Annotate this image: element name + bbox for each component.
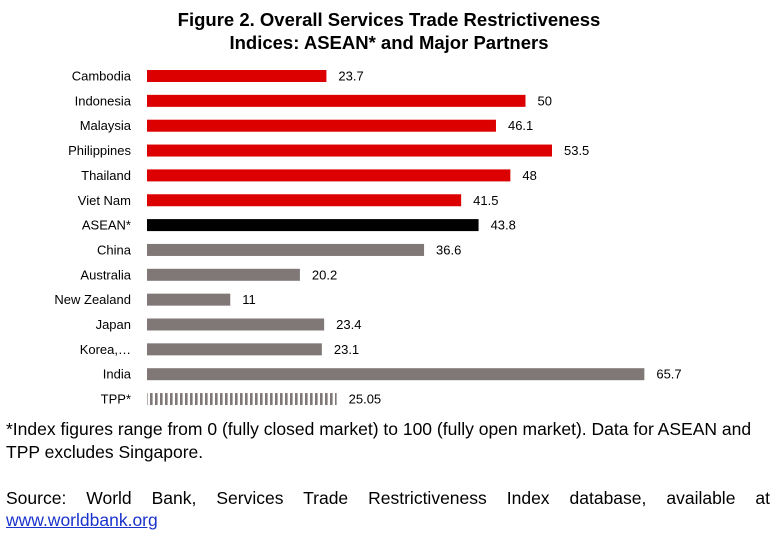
category-label-indonesia: Indonesia — [75, 93, 132, 108]
source-text: Source: World Bank, Services Trade Restr… — [6, 488, 770, 508]
bar-thailand — [147, 169, 511, 182]
bar-malaysia — [147, 119, 496, 132]
bar-china — [147, 243, 425, 256]
value-label-tpp: 25.05 — [349, 392, 382, 407]
value-label-cambodia: 23.7 — [338, 69, 363, 84]
category-label-malaysia: Malaysia — [80, 118, 132, 133]
bar-australia — [147, 268, 300, 281]
category-label-china: China — [97, 242, 132, 257]
chart-title-line-2: Indices: ASEAN* and Major Partners — [229, 32, 549, 53]
bar-chart: Cambodia 23.7 Indonesia 50 Malaysia 46.1 Phili… — [54, 69, 681, 407]
category-label-australia: Australia — [80, 267, 131, 282]
bar-tpp — [147, 393, 337, 406]
bar-cambodia — [147, 70, 327, 82]
chart-title: Figure 2. Overall Services Trade Restric… — [0, 8, 778, 54]
value-label-china: 36.6 — [436, 242, 461, 257]
bar-indonesia — [147, 94, 526, 107]
category-label-tpp: TPP* — [101, 392, 131, 407]
bar-viet-nam — [147, 194, 462, 207]
category-label-asean: ASEAN* — [82, 218, 131, 233]
category-label-thailand: Thailand — [81, 168, 131, 183]
value-label-india: 65.7 — [656, 367, 681, 382]
category-label-india: India — [103, 367, 132, 382]
bar-india — [147, 368, 645, 381]
value-label-malaysia: 46.1 — [508, 118, 533, 133]
value-label-asean: 43.8 — [491, 218, 516, 233]
value-label-philippines: 53.5 — [564, 143, 589, 158]
bar-korea — [147, 343, 322, 356]
value-label-new-zealand: 11 — [242, 292, 256, 307]
category-label-japan: Japan — [96, 317, 131, 332]
value-label-viet-nam: 41.5 — [473, 193, 498, 208]
category-label-cambodia: Cambodia — [72, 69, 132, 84]
bars-layer: Cambodia 23.7 Indonesia 50 Malaysia 46.1 Phili… — [54, 69, 681, 407]
chart-title-line-1: Figure 2. Overall Services Trade Restric… — [177, 9, 601, 30]
value-label-australia: 20.2 — [312, 267, 337, 282]
source-link[interactable]: www.worldbank.org — [6, 510, 158, 530]
bar-new-zealand — [147, 293, 231, 306]
value-label-indonesia: 50 — [538, 93, 552, 108]
category-label-viet-nam: Viet Nam — [78, 193, 131, 208]
value-label-korea: 23.1 — [334, 342, 359, 357]
value-label-japan: 23.4 — [336, 317, 361, 332]
footnote: *Index figures range from 0 (fully close… — [6, 419, 752, 462]
bar-asean — [147, 219, 479, 232]
source-note: Source: World Bank, Services Trade Restr… — [6, 487, 770, 531]
category-label-korea: Korea,… — [80, 342, 131, 357]
bar-philippines — [147, 144, 552, 157]
value-label-thailand: 48 — [522, 168, 536, 183]
category-label-philippines: Philippines — [68, 143, 131, 158]
category-label-new-zealand: New Zealand — [54, 292, 131, 307]
bar-japan — [147, 318, 325, 331]
